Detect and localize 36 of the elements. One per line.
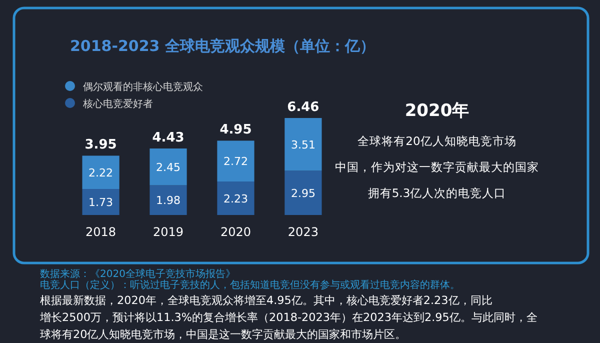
- text: 2020年: [404, 101, 470, 121]
- bar: [82, 156, 120, 190]
- data-label: 2.95: [290, 186, 316, 200]
- bar: [150, 185, 187, 215]
- legend-label: 核心电竞爱好者: [82, 98, 153, 110]
- total-label: 4.43: [152, 130, 184, 146]
- bar: [150, 148, 187, 186]
- bar: [217, 140, 254, 182]
- data-label: 2.23: [223, 192, 248, 206]
- data-label: 2.22: [88, 166, 114, 180]
- annotation: 中国，作为对这一数字贡献最大的国家: [335, 160, 539, 174]
- data-label: 1.73: [88, 196, 114, 210]
- data-label: 1.98: [156, 194, 181, 208]
- text: 根据最新数据，2020年，全球电竞观众将增至4.95亿。其中，核心电竞爱好者2.23亿，同比: [40, 294, 492, 307]
- bar: [284, 118, 322, 171]
- x-tick-label: 2023: [288, 225, 318, 239]
- bar: [284, 170, 322, 215]
- bar: [82, 189, 120, 215]
- legend-label: 偶尔观看的非核心电竞观众: [83, 81, 203, 93]
- bar: [217, 182, 254, 215]
- chart-title: 2018-2023 全球电竞观众规模（单位：亿）: [70, 37, 375, 55]
- total-label: 4.95: [220, 122, 252, 138]
- total-label: 6.46: [287, 100, 320, 115]
- x-tick-label: 2019: [152, 225, 184, 239]
- text: 全球将有20亿人知晓电竞市场: [358, 134, 516, 148]
- total-label: 3.95: [84, 138, 117, 153]
- data-label: 3.51: [290, 138, 316, 152]
- x-tick-label: 2020: [220, 225, 252, 239]
- text: 拥有5.3亿人次的电竞人口: [368, 186, 506, 200]
- x-tick-label: 2018: [86, 225, 116, 239]
- data-label: 2.72: [223, 155, 248, 168]
- source-note: 数据来源：《2020全球电子竞技市场报告》: [40, 268, 236, 280]
- text: 电竞人口（定义）：听说过电子竞技的人，包括知道电竞但没有参与或观看过电竞内容的群体。: [40, 279, 460, 291]
- text: 球将有20亿人知晓电竞市场，中国是这一数字贡献最大的国家和市场片区。: [40, 328, 406, 341]
- data-label: 2.45: [156, 160, 181, 174]
- text: 增长2500万，预计将以11.3%的复合增长率（2018-2023年）在2023年达到2.95亿。与此同时，全: [39, 311, 538, 324]
